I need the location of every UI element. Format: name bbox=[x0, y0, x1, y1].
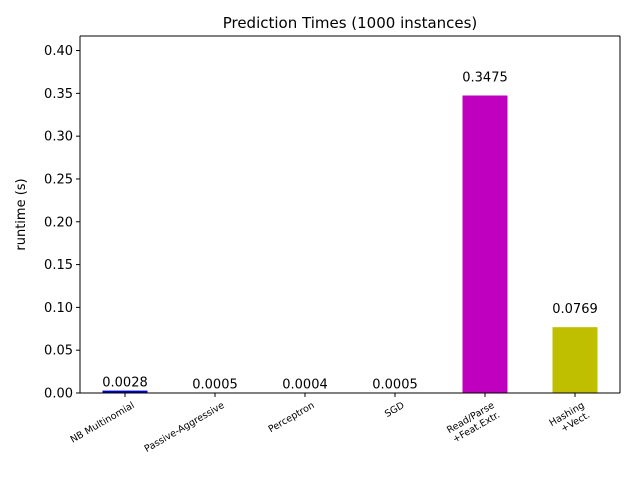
y-tick-label-2: 0.10 bbox=[44, 301, 73, 316]
bar-5 bbox=[552, 327, 598, 393]
data-label-4: 0.3475 bbox=[462, 71, 508, 86]
plot-area: 0.0028 0.0005 0.0004 0.0005 0.3475 0.0769 0.00… bbox=[44, 35, 621, 455]
x-tick-label-4: Read/Parse+Feat.Extr. bbox=[445, 400, 502, 446]
y-tick-label-8: 0.40 bbox=[44, 44, 73, 59]
data-label-3: 0.0005 bbox=[372, 378, 418, 393]
data-label-5: 0.0769 bbox=[552, 302, 598, 317]
y-tick-label-6: 0.30 bbox=[44, 130, 73, 145]
x-tick-label-3: SGD bbox=[383, 400, 406, 420]
bar-0 bbox=[102, 390, 148, 393]
x-tick-label-0: NB Multinomial bbox=[69, 400, 137, 446]
x-tick-label-1: Passive-Aggressive bbox=[143, 400, 227, 455]
y-tick-label-7: 0.35 bbox=[44, 87, 73, 102]
y-tick-label-4: 0.20 bbox=[44, 215, 73, 230]
data-label-1: 0.0005 bbox=[192, 378, 238, 393]
chart-title: Prediction Times (1000 instances) bbox=[223, 14, 478, 32]
x-tick-label-2: Perceptron bbox=[267, 400, 317, 435]
y-tick-label-5: 0.25 bbox=[44, 172, 73, 187]
y-tick-label-0: 0.00 bbox=[44, 387, 73, 402]
y-tick-label-1: 0.05 bbox=[44, 344, 73, 359]
x-tick-label-5: Hashing+Vect. bbox=[548, 400, 592, 438]
y-tick-label-3: 0.15 bbox=[44, 258, 73, 273]
bar-4 bbox=[462, 95, 508, 393]
data-label-2: 0.0004 bbox=[282, 378, 328, 393]
data-label-0: 0.0028 bbox=[102, 376, 148, 391]
y-axis-label: runtime (s) bbox=[14, 178, 29, 250]
